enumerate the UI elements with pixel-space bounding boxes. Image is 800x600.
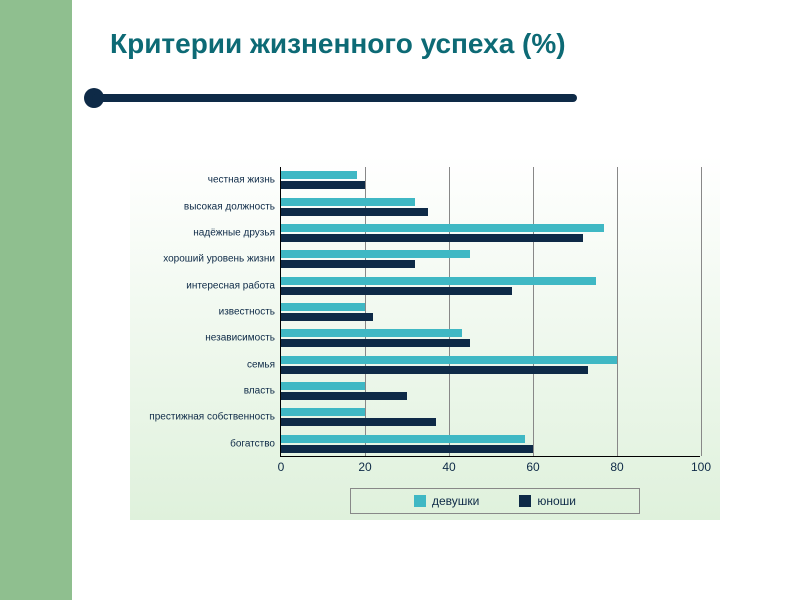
- chart-card: 0 20 40 60 80 100 честная жизнь высокая должнос…: [130, 155, 720, 520]
- x-tick-label: 100: [691, 460, 711, 474]
- category-label: богатство: [230, 438, 281, 449]
- gridline: [533, 167, 534, 456]
- bar-boys: [281, 208, 428, 216]
- title-underline: [92, 94, 577, 102]
- x-tick-label: 80: [610, 460, 623, 474]
- legend-label: юноши: [537, 494, 576, 508]
- x-tick-label: 20: [358, 460, 371, 474]
- category-label: честная жизнь: [208, 175, 281, 186]
- bar-boys: [281, 287, 512, 295]
- bar-boys: [281, 339, 470, 347]
- bar-girls: [281, 382, 365, 390]
- bar-boys: [281, 260, 415, 268]
- bar-boys: [281, 181, 365, 189]
- side-accent: [0, 0, 72, 600]
- bar-girls: [281, 224, 604, 232]
- category-label: надёжные друзья: [193, 227, 281, 238]
- bar-boys: [281, 366, 588, 374]
- category-label: хороший уровень жизни: [163, 254, 281, 265]
- legend-item-boys: юноши: [519, 494, 576, 508]
- bar-boys: [281, 418, 436, 426]
- slide-stage: Критерии жизненного успеха (%) 0 20 40 60 80…: [0, 0, 800, 600]
- bar-girls: [281, 435, 525, 443]
- category-label: семья: [247, 359, 281, 370]
- bar-girls: [281, 171, 357, 179]
- bar-girls: [281, 250, 470, 258]
- legend-swatch: [519, 495, 531, 507]
- bar-girls: [281, 277, 596, 285]
- bar-girls: [281, 408, 365, 416]
- bar-boys: [281, 234, 583, 242]
- legend-item-girls: девушки: [414, 494, 479, 508]
- gridline: [617, 167, 618, 456]
- category-label: независимость: [205, 333, 281, 344]
- category-label: высокая должность: [184, 201, 281, 212]
- legend: девушки юноши: [350, 488, 640, 514]
- bar-girls: [281, 303, 365, 311]
- x-tick-label: 60: [526, 460, 539, 474]
- bar-girls: [281, 356, 617, 364]
- plot-area: 020406080100честная жизньвысокая должнос…: [280, 167, 700, 457]
- bar-boys: [281, 392, 407, 400]
- x-tick-label: 0: [278, 460, 285, 474]
- page-title: Критерии жизненного успеха (%): [110, 28, 566, 60]
- gridline: [449, 167, 450, 456]
- category-label: престижная собственность: [149, 412, 281, 423]
- bar-girls: [281, 198, 415, 206]
- legend-swatch: [414, 495, 426, 507]
- category-label: известность: [219, 307, 281, 318]
- bar-boys: [281, 445, 533, 453]
- bar-boys: [281, 313, 373, 321]
- legend-label: девушки: [432, 494, 479, 508]
- bar-girls: [281, 329, 462, 337]
- category-label: интересная работа: [186, 280, 281, 291]
- category-label: власть: [244, 386, 281, 397]
- gridline: [701, 167, 702, 456]
- x-tick-label: 40: [442, 460, 455, 474]
